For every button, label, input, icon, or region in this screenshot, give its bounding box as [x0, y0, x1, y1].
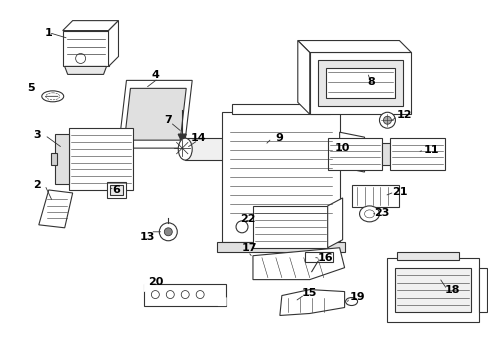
Bar [51, 153, 57, 165]
Text: 6: 6 [112, 185, 120, 195]
Polygon shape [297, 41, 309, 114]
Bar [106, 182, 126, 198]
Text: 5: 5 [27, 84, 35, 93]
Polygon shape [339, 132, 364, 172]
Circle shape [196, 291, 203, 298]
Text: 23: 23 [373, 208, 388, 218]
Ellipse shape [178, 138, 192, 160]
Bar [55, 134, 68, 184]
Circle shape [379, 112, 395, 128]
Polygon shape [39, 190, 73, 228]
Polygon shape [108, 21, 118, 67]
Text: 18: 18 [444, 284, 459, 294]
Bar [317, 60, 403, 106]
Bar [222, 112, 339, 242]
Circle shape [76, 54, 85, 63]
Bar [217, 242, 344, 252]
Circle shape [151, 291, 159, 298]
Bar [395, 268, 470, 312]
Bar [351, 185, 399, 207]
Circle shape [383, 116, 390, 124]
Text: 11: 11 [423, 145, 438, 155]
Polygon shape [118, 80, 192, 148]
Text: 10: 10 [334, 143, 349, 153]
Text: 8: 8 [367, 77, 375, 87]
Text: 19: 19 [349, 292, 365, 302]
Text: 9: 9 [274, 133, 282, 143]
Ellipse shape [345, 298, 357, 306]
Bar [309, 53, 410, 114]
Text: 21: 21 [391, 187, 407, 197]
Polygon shape [297, 41, 410, 53]
Polygon shape [218, 298, 225, 306]
Text: 13: 13 [140, 232, 155, 242]
Bar [382, 143, 389, 165]
Bar [325, 68, 395, 98]
Bar [252, 206, 327, 248]
Bar [144, 284, 225, 306]
Polygon shape [478, 268, 486, 312]
Bar [386, 258, 478, 323]
Circle shape [181, 291, 189, 298]
Polygon shape [62, 21, 118, 31]
Bar [327, 138, 382, 170]
Ellipse shape [364, 210, 374, 218]
Bar [109, 185, 123, 195]
Text: 12: 12 [396, 110, 411, 120]
Text: 3: 3 [33, 130, 41, 140]
Bar [319, 92, 341, 107]
Polygon shape [144, 284, 152, 292]
Polygon shape [178, 134, 186, 142]
Text: 20: 20 [147, 276, 163, 287]
Bar [389, 138, 444, 170]
Ellipse shape [164, 228, 172, 236]
Polygon shape [327, 198, 342, 248]
Ellipse shape [159, 223, 177, 241]
Text: 4: 4 [151, 71, 159, 80]
Text: 14: 14 [190, 133, 205, 143]
Ellipse shape [359, 206, 379, 222]
Polygon shape [124, 88, 186, 140]
Ellipse shape [46, 93, 60, 100]
Text: 16: 16 [317, 253, 333, 263]
Text: 1: 1 [45, 28, 53, 37]
Text: 15: 15 [302, 288, 317, 298]
Circle shape [166, 291, 174, 298]
Text: 7: 7 [164, 115, 172, 125]
Circle shape [236, 221, 247, 233]
Text: 22: 22 [240, 214, 255, 224]
Ellipse shape [41, 91, 63, 102]
Polygon shape [64, 67, 106, 75]
Bar [62, 31, 108, 67]
Bar [185, 138, 223, 160]
Bar [232, 104, 329, 114]
Text: 2: 2 [33, 180, 41, 190]
Bar [304, 252, 332, 262]
Polygon shape [252, 248, 344, 280]
Bar [397, 252, 458, 260]
Text: 17: 17 [241, 243, 256, 253]
Bar [68, 128, 133, 190]
Polygon shape [279, 289, 344, 315]
